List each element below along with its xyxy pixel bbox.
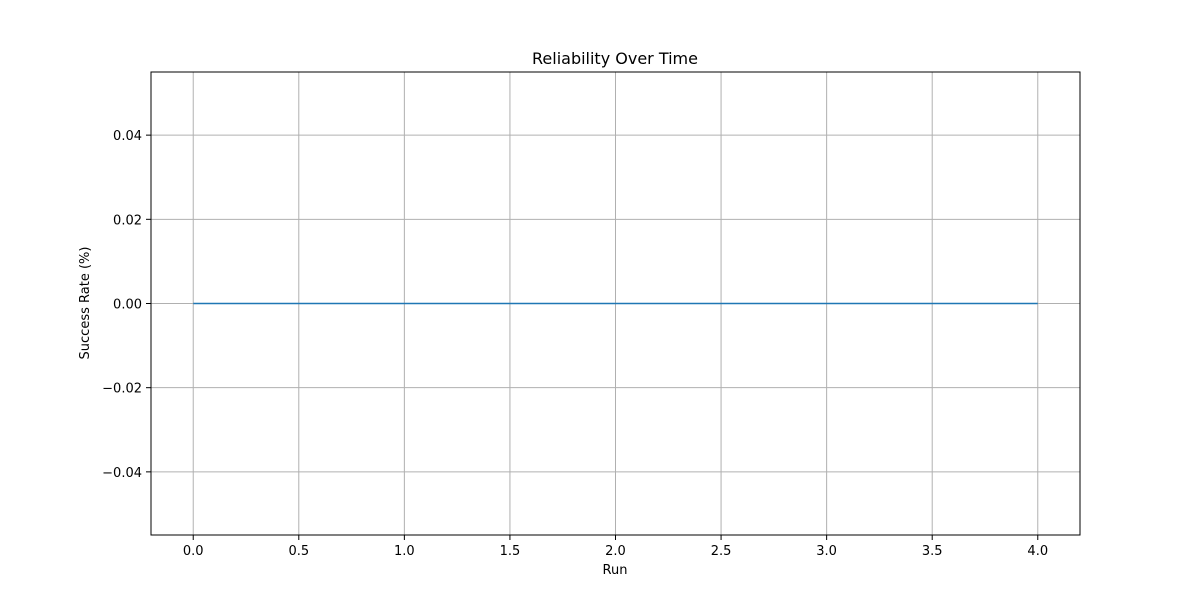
y-axis-label: Success Rate (%) xyxy=(78,247,93,360)
y-tick-label: 0.00 xyxy=(113,298,142,313)
x-tick-label: 0.0 xyxy=(183,544,204,559)
x-tick-label: 4.0 xyxy=(1027,544,1048,559)
x-tick-label: 2.0 xyxy=(605,544,626,559)
y-tick-label: −0.04 xyxy=(102,466,142,481)
x-tick-label: 1.0 xyxy=(394,544,415,559)
x-axis: 0.0 0.5 1.0 1.5 2.0 2.5 3.0 3.5 4.0 xyxy=(183,535,1048,559)
x-tick-label: 3.0 xyxy=(816,544,837,559)
x-axis-label: Run xyxy=(603,563,628,578)
y-tick-label: −0.02 xyxy=(102,382,142,397)
x-tick-label: 1.5 xyxy=(500,544,521,559)
y-tick-label: 0.04 xyxy=(113,129,142,144)
x-tick-label: 0.5 xyxy=(288,544,309,559)
chart-title: Reliability Over Time xyxy=(532,49,698,68)
x-tick-label: 2.5 xyxy=(711,544,732,559)
y-axis: −0.04 −0.02 0.00 0.02 0.04 xyxy=(102,129,151,481)
y-tick-label: 0.02 xyxy=(113,213,142,228)
x-tick-label: 3.5 xyxy=(922,544,943,559)
